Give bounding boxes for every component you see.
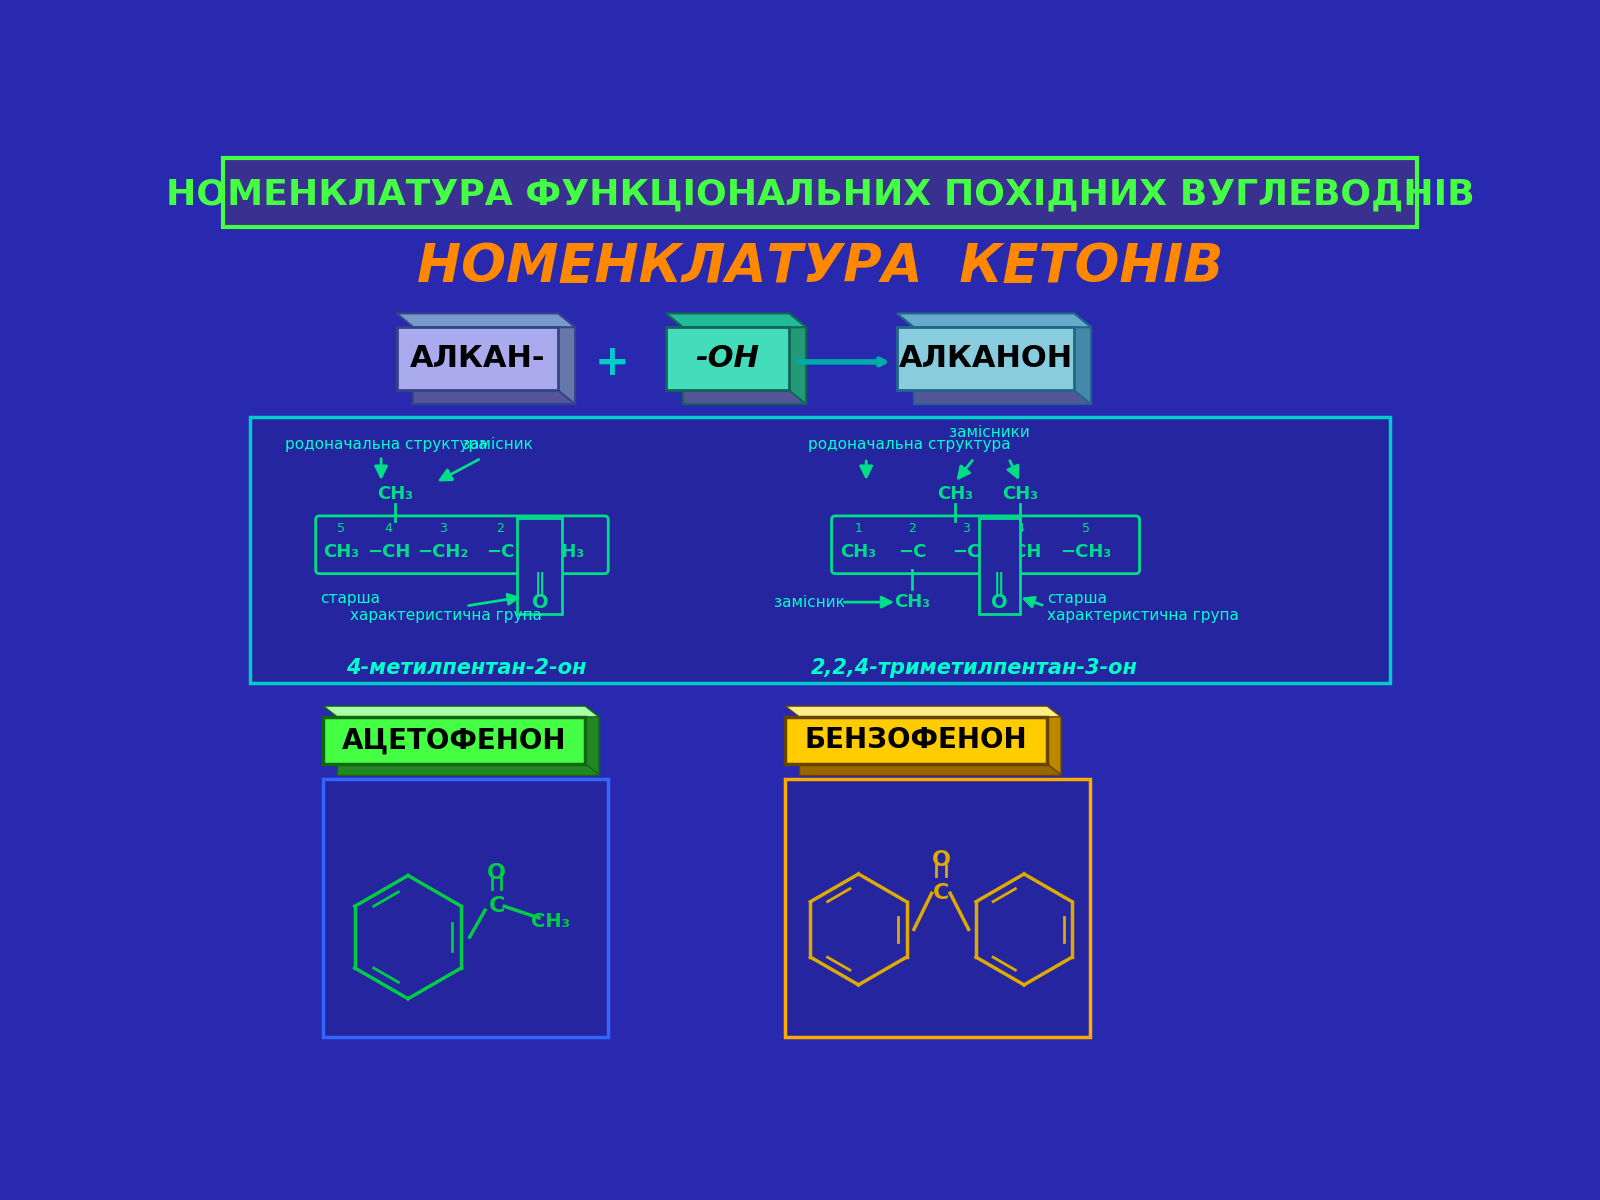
Text: АЦЕТОФЕНОН: АЦЕТОФЕНОН (342, 726, 566, 755)
Text: ‖: ‖ (534, 572, 547, 596)
Polygon shape (338, 716, 598, 775)
Text: C: C (488, 896, 504, 917)
Polygon shape (683, 328, 806, 404)
Polygon shape (786, 706, 1061, 716)
FancyBboxPatch shape (323, 716, 586, 764)
Text: CH₃: CH₃ (531, 912, 570, 931)
Polygon shape (914, 328, 1091, 404)
FancyBboxPatch shape (323, 779, 608, 1037)
Text: старша: старша (320, 590, 381, 606)
Text: 2: 2 (496, 522, 504, 535)
Text: 1: 1 (854, 522, 862, 535)
FancyBboxPatch shape (666, 328, 789, 390)
Text: −CH: −CH (998, 544, 1042, 562)
Text: замісник: замісник (774, 595, 845, 610)
Polygon shape (898, 313, 1091, 328)
Text: O: O (533, 593, 549, 612)
Text: −CH₂: −CH₂ (418, 544, 469, 562)
Text: CH₃: CH₃ (936, 485, 973, 503)
Text: 5: 5 (338, 522, 346, 535)
Text: характеристична група: характеристична група (1046, 607, 1238, 623)
Text: 1: 1 (554, 522, 562, 535)
Text: родоначальна структура: родоначальна структура (808, 437, 1011, 451)
Text: НОМЕНКЛАТУРА ФУНКЦІОНАЛЬНИХ ПОХІДНИХ ВУГЛЕВОДНІВ: НОМЕНКЛАТУРА ФУНКЦІОНАЛЬНИХ ПОХІДНИХ ВУГ… (166, 178, 1474, 211)
Text: 4: 4 (1016, 522, 1024, 535)
FancyBboxPatch shape (898, 328, 1074, 390)
Text: ‖: ‖ (994, 572, 1006, 596)
Polygon shape (413, 328, 574, 404)
FancyBboxPatch shape (517, 518, 562, 613)
Text: БЕНЗОФЕНОН: БЕНЗОФЕНОН (805, 726, 1027, 755)
Text: 2,2,4-триметилпентан-3-он: 2,2,4-триметилпентан-3-он (811, 658, 1138, 678)
Text: CH₃: CH₃ (840, 544, 877, 562)
Text: −CH₃: −CH₃ (1061, 544, 1112, 562)
Text: O: O (990, 593, 1008, 612)
Text: CH₃: CH₃ (323, 544, 358, 562)
Polygon shape (323, 706, 598, 716)
Text: старша: старша (1046, 590, 1107, 606)
Text: родоначальна структура: родоначальна структура (285, 437, 488, 451)
Text: АЛКАНОН: АЛКАНОН (899, 344, 1072, 373)
Text: 3: 3 (438, 522, 446, 535)
Text: характеристична група: характеристична група (350, 607, 542, 623)
Text: 2: 2 (909, 522, 917, 535)
Polygon shape (666, 313, 806, 328)
Polygon shape (1046, 706, 1061, 775)
FancyBboxPatch shape (786, 716, 1046, 764)
Polygon shape (558, 313, 574, 404)
Text: −CH: −CH (366, 544, 411, 562)
Text: замісник: замісник (462, 437, 533, 451)
Polygon shape (397, 313, 574, 328)
Text: O: O (931, 850, 950, 870)
FancyBboxPatch shape (832, 516, 1139, 574)
Text: +: + (595, 342, 629, 384)
Text: −C: −C (898, 544, 926, 562)
Text: CH₃: CH₃ (378, 485, 413, 503)
Text: O: O (486, 863, 506, 883)
FancyBboxPatch shape (786, 779, 1090, 1037)
Polygon shape (1074, 313, 1091, 404)
Polygon shape (789, 313, 806, 404)
FancyBboxPatch shape (224, 158, 1416, 227)
Text: 4-метилпентан-2-он: 4-метилпентан-2-он (346, 658, 586, 678)
Text: −C: −C (952, 544, 981, 562)
Text: 5: 5 (1082, 522, 1090, 535)
Polygon shape (586, 706, 598, 775)
Polygon shape (800, 716, 1061, 775)
Text: НОМЕНКЛАТУРА  КЕТОНІВ: НОМЕНКЛАТУРА КЕТОНІВ (418, 241, 1222, 293)
FancyBboxPatch shape (397, 328, 558, 390)
Text: замісники: замісники (949, 425, 1030, 440)
Text: CH₃: CH₃ (1002, 485, 1038, 503)
Text: C: C (933, 883, 949, 904)
Text: CH₃: CH₃ (894, 593, 931, 611)
FancyBboxPatch shape (315, 516, 608, 574)
Text: -ОН: -ОН (696, 344, 760, 373)
Text: −C: −C (486, 544, 515, 562)
Text: 3: 3 (962, 522, 970, 535)
FancyBboxPatch shape (250, 418, 1390, 683)
Text: −CH₃: −CH₃ (533, 544, 584, 562)
Text: 4: 4 (386, 522, 392, 535)
Text: АЛКАН-: АЛКАН- (410, 344, 546, 373)
FancyBboxPatch shape (979, 518, 1021, 613)
